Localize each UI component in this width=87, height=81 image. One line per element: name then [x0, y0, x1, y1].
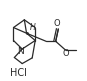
Text: N: N — [17, 47, 24, 56]
Text: O: O — [62, 49, 69, 58]
Text: H: H — [30, 23, 35, 32]
Text: HCl: HCl — [10, 68, 27, 78]
Text: O: O — [53, 19, 60, 28]
